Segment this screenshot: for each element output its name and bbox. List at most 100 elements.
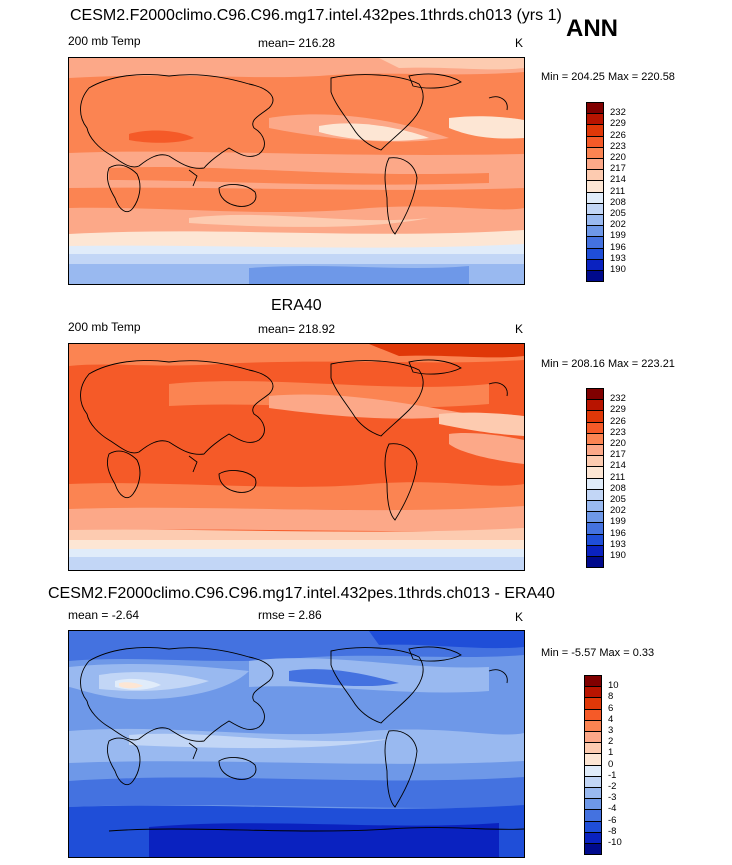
map-diff xyxy=(68,630,525,858)
colorbar-tick-label: 4 xyxy=(608,713,614,725)
map-diff-field xyxy=(69,631,524,857)
panel-minmax-obs: Min = 208.16 Max = 223.21 xyxy=(541,358,675,370)
colorbar-diff: 10 8 6 4 3 2 1 0 -1 -2 -3 -4 -6 -8 -10 xyxy=(584,675,654,856)
colorbar-swatch xyxy=(586,511,604,524)
panel-title-model: CESM2.F2000climo.C96.C96.mg17.intel.432p… xyxy=(70,7,562,24)
colorbar-tick-label: -10 xyxy=(608,837,622,848)
colorbar-tick-label: 214 xyxy=(610,174,626,186)
colorbar-swatch xyxy=(584,753,602,766)
colorbar-swatch xyxy=(586,455,604,468)
colorbar-swatch xyxy=(584,686,602,699)
colorbar-swatch xyxy=(586,533,604,546)
colorbar-swatch xyxy=(586,410,604,423)
colorbar-tick-label: 229 xyxy=(610,404,626,416)
colorbar-tick-label: 223 xyxy=(610,140,626,152)
colorbar-tick-label: -2 xyxy=(608,781,617,792)
colorbar-swatch xyxy=(586,146,604,159)
season-label: ANN xyxy=(566,15,618,42)
colorbar-swatch xyxy=(586,214,604,227)
colorbar-tick-label: 2 xyxy=(608,736,614,748)
colorbar-tick-label: 232 xyxy=(610,107,626,119)
colorbar-tick-label: -8 xyxy=(608,825,617,837)
colorbar-tick-label: 208 xyxy=(610,196,626,208)
panel-minmax-model: Min = 204.25 Max = 220.58 xyxy=(541,71,675,83)
colorbar-swatch xyxy=(586,399,604,412)
colorbar-swatch xyxy=(586,544,604,557)
panel-units-diff: K xyxy=(515,610,524,624)
colorbar-swatch xyxy=(584,775,602,788)
colorbar-swatch xyxy=(586,488,604,501)
colorbar-tick-label: 226 xyxy=(610,415,626,427)
colorbar-tick-label: 217 xyxy=(610,449,626,461)
colorbar-obs: 232 229 226 223 220 217 214 211 208 205 202 199 196 1… xyxy=(586,388,656,569)
map-model-field xyxy=(69,58,524,284)
colorbar-tick-label: 8 xyxy=(608,691,614,703)
colorbar-swatch xyxy=(584,708,602,721)
colorbar-swatch xyxy=(586,258,604,271)
colorbar-swatch xyxy=(586,247,604,260)
colorbar-swatch xyxy=(586,124,604,137)
colorbar-tick-label: 229 xyxy=(610,118,626,130)
panel-center-label-diff: rmse = 2.86 xyxy=(258,608,322,622)
colorbar-tick-label: 0 xyxy=(608,758,614,770)
panel-left-label-obs: 200 mb Temp xyxy=(68,320,141,334)
colorbar-tick-label: 205 xyxy=(610,208,626,219)
panel-title-obs: ERA40 xyxy=(271,297,322,314)
colorbar-tick-label: -1 xyxy=(608,769,617,781)
colorbar-tick-label: 190 xyxy=(610,264,626,275)
colorbar-swatch xyxy=(586,444,604,457)
colorbar-swatch xyxy=(584,697,602,710)
map-obs xyxy=(68,343,525,571)
colorbar-swatch xyxy=(584,843,602,856)
colorbar-swatch xyxy=(584,764,602,777)
colorbar-tick-label: 232 xyxy=(610,393,626,405)
colorbar-swatch xyxy=(584,719,602,732)
colorbar-swatch xyxy=(586,432,604,445)
colorbar-tick-label: 205 xyxy=(610,494,626,505)
colorbar-swatch xyxy=(586,556,604,569)
panel-title-diff: CESM2.F2000climo.C96.C96.mg17.intel.432p… xyxy=(48,585,555,602)
colorbar-tick-label: 196 xyxy=(610,241,626,253)
colorbar-swatch xyxy=(586,169,604,182)
colorbar-tick-label: 202 xyxy=(610,505,626,517)
colorbar-tick-label: -3 xyxy=(608,792,617,804)
map-obs-field xyxy=(69,344,524,570)
colorbar-swatch xyxy=(586,421,604,434)
colorbar-swatch xyxy=(586,466,604,479)
colorbar-tick-label: 193 xyxy=(610,252,626,264)
colorbar-model: 232 229 226 223 220 217 214 211 208 205 202 199 196 1… xyxy=(586,102,656,283)
colorbar-swatch xyxy=(584,731,602,744)
colorbar-tick-label: 199 xyxy=(610,516,626,528)
colorbar-swatch xyxy=(586,180,604,193)
colorbar-tick-label: 196 xyxy=(610,527,626,539)
colorbar-tick-label: 10 xyxy=(608,680,619,692)
colorbar-tick-label: -4 xyxy=(608,803,617,815)
panel-left-label-diff: mean = -2.64 xyxy=(68,608,140,622)
panel-left-label-model: 200 mb Temp xyxy=(68,34,141,48)
colorbar-swatch xyxy=(586,522,604,535)
colorbar-swatch xyxy=(586,158,604,171)
colorbar-tick-label: 223 xyxy=(610,426,626,438)
panel-minmax-diff: Min = -5.57 Max = 0.33 xyxy=(541,647,655,659)
colorbar-swatch xyxy=(586,202,604,215)
colorbar-swatch xyxy=(586,270,604,283)
colorbar-tick-label: 214 xyxy=(610,460,626,472)
panel-center-label-model: mean= 216.28 xyxy=(258,36,336,50)
panel-units-obs: K xyxy=(515,322,524,336)
colorbar-swatch xyxy=(586,500,604,513)
map-model xyxy=(68,57,525,285)
colorbar-swatch xyxy=(586,135,604,148)
colorbar-tick-label: 211 xyxy=(610,185,626,197)
colorbar-tick-label: 208 xyxy=(610,482,626,494)
colorbar-tick-label: 1 xyxy=(608,747,614,759)
colorbar-swatch xyxy=(586,225,604,238)
colorbar-tick-label: 217 xyxy=(610,163,626,175)
colorbar-tick-label: 211 xyxy=(610,471,626,483)
colorbar-swatch xyxy=(584,809,602,822)
colorbar-swatch xyxy=(586,102,604,115)
colorbar-tick-label: 6 xyxy=(608,702,614,714)
colorbar-tick-label: -6 xyxy=(608,814,617,826)
colorbar-swatch xyxy=(586,477,604,490)
colorbar-swatch xyxy=(586,191,604,204)
colorbar-tick-label: 220 xyxy=(610,152,626,163)
